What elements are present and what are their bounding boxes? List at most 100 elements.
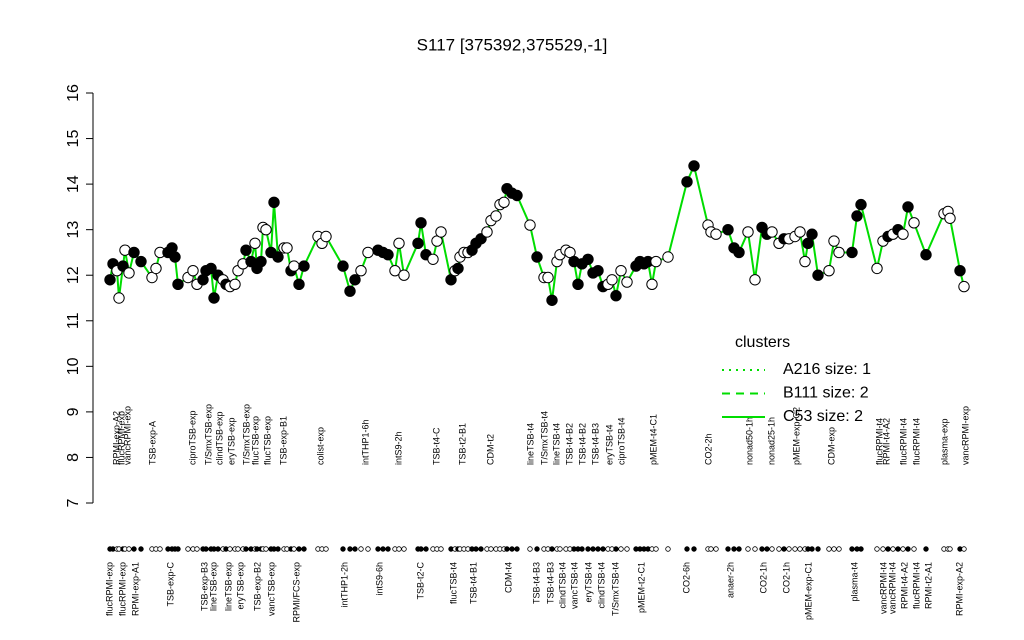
data-point bbox=[855, 198, 867, 211]
rug-dot bbox=[243, 546, 249, 552]
lower-label: flucRPMI-exp bbox=[117, 562, 127, 616]
data-point bbox=[427, 253, 439, 265]
rug-dot bbox=[858, 546, 864, 552]
rug-dot bbox=[380, 546, 386, 552]
lower-label: eryTSB-exp bbox=[235, 562, 245, 610]
rug-dot bbox=[905, 546, 911, 552]
rug-dot bbox=[365, 546, 371, 552]
data-point bbox=[908, 217, 920, 229]
data-point bbox=[240, 244, 252, 256]
lower-label: intS9-6h bbox=[374, 562, 384, 596]
upper-label: T/SmxTSB-exp bbox=[241, 404, 251, 465]
rug-dot bbox=[595, 546, 601, 552]
data-point bbox=[415, 217, 427, 229]
data-point bbox=[255, 255, 267, 268]
y-tick-label: 16 bbox=[65, 84, 82, 102]
rug-dot bbox=[438, 546, 444, 552]
rug-dot bbox=[890, 546, 896, 552]
data-point bbox=[382, 249, 394, 261]
rug-dot bbox=[203, 546, 209, 552]
rug-dot bbox=[509, 546, 515, 552]
y-tick-label: 8 bbox=[65, 453, 82, 462]
y-tick-label: 12 bbox=[65, 266, 82, 284]
data-point bbox=[524, 219, 536, 231]
rug-dot bbox=[613, 546, 619, 552]
rug-dot bbox=[725, 546, 731, 552]
data-point bbox=[920, 249, 932, 261]
data-point bbox=[662, 251, 674, 263]
data-point bbox=[592, 264, 604, 277]
data-point bbox=[208, 292, 220, 304]
rug-dot bbox=[752, 546, 758, 552]
rug-dot bbox=[781, 546, 787, 552]
rug-dot bbox=[653, 546, 659, 552]
lower-label: clindTSB-t4 bbox=[596, 562, 606, 609]
rug-dot bbox=[301, 546, 307, 552]
upper-label: CO2-2h bbox=[703, 433, 713, 465]
data-point bbox=[582, 253, 594, 265]
data-point bbox=[104, 274, 116, 286]
rug-dot bbox=[792, 546, 798, 552]
upper-label: T/SmxTSB-exp bbox=[203, 404, 213, 465]
upper-label: ciproTSB-t4 bbox=[616, 417, 626, 465]
upper-label: TSB-t4-B2 bbox=[577, 423, 587, 465]
rug-dot bbox=[175, 546, 181, 552]
data-point bbox=[833, 246, 845, 259]
rug-dot bbox=[504, 546, 510, 552]
lower-label: flucRPMI-exp bbox=[104, 562, 114, 616]
data-point bbox=[742, 226, 754, 238]
rug-dot bbox=[347, 546, 353, 552]
data-point bbox=[944, 212, 956, 224]
rug-dot bbox=[665, 546, 671, 552]
lower-label: T/SmxTSB-t4 bbox=[610, 562, 620, 616]
data-point bbox=[766, 226, 778, 238]
lower-label: pMEM-exp-C1 bbox=[803, 562, 813, 620]
lower-label: plasma-t4 bbox=[849, 562, 859, 602]
lower-label: eryTSB-t4 bbox=[583, 562, 593, 603]
y-tick-label: 11 bbox=[65, 312, 82, 329]
upper-label: CDM-t2 bbox=[485, 434, 495, 465]
rug-dot bbox=[831, 546, 837, 552]
rug-dot bbox=[786, 546, 792, 552]
upper-label: T/SmxTSB-t4 bbox=[539, 411, 549, 465]
lower-label: TSB-exp-B3 bbox=[199, 562, 209, 611]
lower-label: CO2-1h bbox=[758, 562, 768, 594]
y-tick-label: 7 bbox=[65, 498, 82, 507]
rug-dot bbox=[263, 546, 269, 552]
data-point bbox=[722, 223, 734, 236]
rug-dot bbox=[764, 546, 770, 552]
rug-dot bbox=[131, 546, 137, 552]
lower-label: TSB-t2-C bbox=[415, 562, 425, 600]
upper-label: TSB-t4-B2 bbox=[564, 423, 574, 465]
rug-dot bbox=[227, 546, 233, 552]
data-point bbox=[362, 246, 374, 259]
lower-label: CDM-t4 bbox=[503, 562, 513, 593]
lower-label: TSB-t4-B3 bbox=[545, 562, 555, 604]
rug-dot bbox=[713, 546, 719, 552]
rug-dot bbox=[885, 546, 891, 552]
data-point bbox=[229, 278, 241, 291]
data-point bbox=[572, 278, 584, 291]
data-point bbox=[749, 274, 761, 286]
rug-dot bbox=[691, 546, 697, 552]
rug-dot bbox=[809, 546, 815, 552]
upper-label: lineTSB-t4 bbox=[525, 423, 535, 465]
rug-dot bbox=[745, 546, 751, 552]
upper-label: flucRPMI-t4 bbox=[898, 418, 908, 465]
data-point bbox=[511, 189, 523, 202]
data-point bbox=[823, 264, 835, 277]
rug-dot bbox=[961, 546, 967, 552]
lower-label: RPMI-t4-A2 bbox=[899, 562, 909, 609]
upper-label: pMEM-exp-C2 bbox=[791, 407, 801, 465]
upper-label: TSB-t2-B1 bbox=[457, 423, 467, 465]
lower-label: flucTSB-t4 bbox=[448, 562, 458, 604]
data-point bbox=[113, 292, 125, 304]
rug-dot bbox=[401, 546, 407, 552]
data-point bbox=[481, 226, 493, 238]
data-point bbox=[268, 196, 280, 209]
rug-dot bbox=[590, 546, 596, 552]
rug-dot bbox=[396, 546, 402, 552]
data-point bbox=[172, 278, 184, 291]
data-point bbox=[498, 196, 510, 209]
rug-dot bbox=[923, 546, 929, 552]
